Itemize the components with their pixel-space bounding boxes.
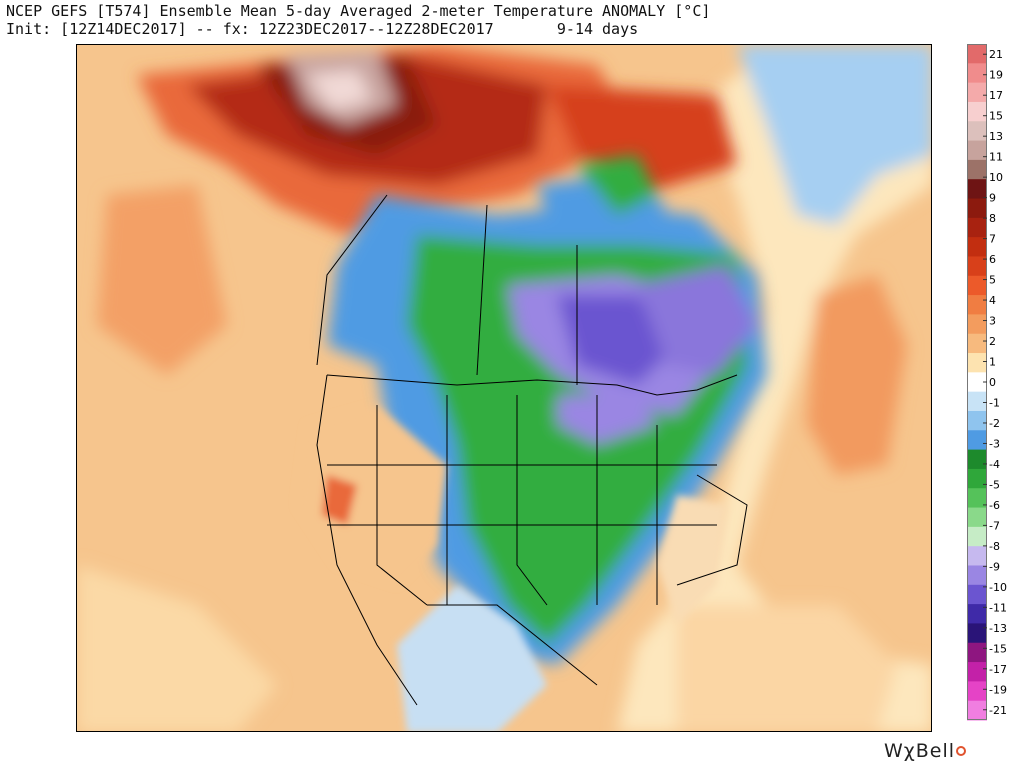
legend-label: 4 — [989, 294, 996, 307]
legend-swatch — [967, 662, 987, 682]
legend-label: 19 — [989, 69, 1003, 82]
legend-label: 17 — [989, 89, 1003, 102]
legend-label: 8 — [989, 212, 996, 225]
legend-label: 7 — [989, 233, 996, 246]
legend-label: -4 — [989, 458, 1000, 471]
legend-swatch — [967, 217, 987, 238]
legend-swatch — [967, 333, 987, 354]
forecast-period: Init: [12Z14DEC2017] -- fx: 12Z23DEC2017… — [6, 20, 639, 38]
legend-label: 3 — [989, 315, 996, 328]
legend-swatch — [967, 237, 987, 257]
legend-swatch — [967, 179, 987, 200]
legend-swatch — [967, 121, 987, 142]
legend-swatch — [967, 295, 987, 315]
southwest-warm-anomaly — [297, 405, 727, 731]
legend-label: 13 — [989, 130, 1003, 143]
legend-swatch — [967, 488, 987, 509]
legend-swatch — [967, 604, 987, 624]
legend-label: 5 — [989, 274, 996, 287]
legend-label: -5 — [989, 478, 1000, 491]
legend-swatch — [967, 546, 987, 566]
legend-swatch — [967, 391, 987, 412]
legend-label: 21 — [989, 48, 1003, 61]
legend-label: -8 — [989, 540, 1000, 553]
legend-swatch — [967, 681, 987, 702]
legend-swatch — [967, 372, 987, 393]
legend-label: -19 — [989, 683, 1007, 696]
legend-label: -13 — [989, 622, 1007, 635]
legend-label: -17 — [989, 663, 1007, 676]
legend-label: 15 — [989, 110, 1003, 123]
legend-label: 6 — [989, 253, 996, 266]
legend-label: -15 — [989, 642, 1007, 655]
legend-swatch — [967, 353, 987, 373]
brand-logo: WχBell — [884, 740, 956, 762]
legend-swatch — [967, 256, 987, 277]
political-boundaries — [316, 194, 748, 706]
map-title: NCEP GEFS [T574] Ensemble Mean 5-day Ave… — [6, 2, 711, 20]
legend-swatch — [967, 430, 987, 451]
alaska-warm-anomaly — [137, 45, 737, 235]
color-scale-legend: 21 19 17 15 13 11 10 9 8 7 6 5 4 3 2 1 0 -1 -2 -3 -4 -5 -6 -7 -8… — [967, 44, 1021, 722]
legend-swatch — [967, 700, 987, 721]
legend-swatch — [967, 410, 987, 431]
legend-label: 10 — [989, 171, 1003, 184]
legend-label: 0 — [989, 376, 996, 389]
legend-swatch — [967, 44, 987, 64]
legend-label: 9 — [989, 192, 996, 205]
legend-swatch — [967, 63, 987, 84]
ocean-anomaly-fields — [77, 45, 931, 731]
legend-label: -3 — [989, 437, 1000, 450]
legend-label: -6 — [989, 499, 1000, 512]
legend-swatch — [967, 526, 987, 547]
legend-label: -1 — [989, 396, 1000, 409]
brand-mark-icon — [956, 746, 966, 756]
legend-swatch — [967, 623, 987, 644]
legend-swatch — [967, 101, 987, 122]
legend-swatch — [967, 468, 987, 489]
legend-label: -9 — [989, 560, 1000, 573]
legend-label: -21 — [989, 704, 1007, 717]
legend-swatch — [967, 82, 987, 103]
legend-label: -7 — [989, 519, 1000, 532]
legend-label: 2 — [989, 335, 996, 348]
legend-label: -11 — [989, 601, 1007, 614]
legend-swatch — [967, 140, 987, 161]
legend-swatch — [967, 198, 987, 219]
legend-swatch — [967, 565, 987, 586]
legend-swatch — [967, 584, 987, 605]
legend-swatch — [967, 275, 987, 296]
legend-label: -2 — [989, 417, 1000, 430]
legend-label: 1 — [989, 356, 996, 369]
legend-swatch — [967, 159, 987, 180]
legend-label: -10 — [989, 581, 1007, 594]
legend-swatch — [967, 314, 987, 335]
temperature-anomaly-map — [76, 44, 932, 732]
legend-swatch — [967, 642, 987, 663]
legend-swatch — [967, 507, 987, 528]
legend-label: 11 — [989, 151, 1003, 164]
legend-swatch — [967, 449, 987, 470]
